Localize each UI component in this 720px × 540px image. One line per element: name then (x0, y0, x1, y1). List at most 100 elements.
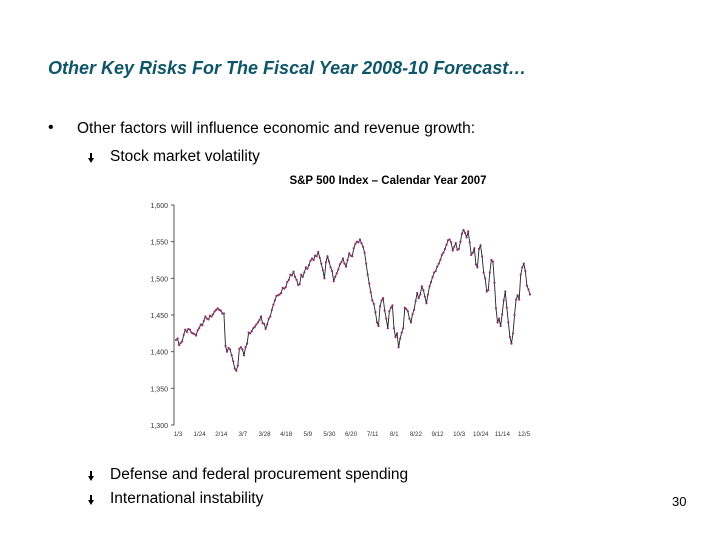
slide-title: Other Key Risks For The Fiscal Year 2008… (48, 58, 527, 78)
data-point (510, 342, 513, 345)
data-point (454, 242, 457, 245)
data-point (307, 264, 311, 267)
data-point (287, 278, 290, 281)
data-point (463, 231, 467, 234)
data-point (351, 255, 354, 258)
data-point (450, 241, 453, 244)
data-point (471, 251, 474, 254)
data-point (386, 327, 389, 330)
data-point (252, 327, 255, 330)
data-point (459, 240, 462, 243)
data-point (242, 354, 246, 357)
data-point (230, 354, 233, 357)
data-point (338, 263, 341, 266)
data-point (423, 295, 426, 298)
sp500-line-chart: 1,600 1,550 1,500 1,450 1,400 1,350 1,300 1/3 1/… (150, 203, 532, 438)
data-point (372, 302, 375, 306)
data-point (485, 290, 488, 293)
data-point (426, 293, 430, 296)
x-tick-label: 5/9 (303, 431, 312, 438)
data-point (343, 262, 346, 265)
data-point (176, 337, 179, 340)
data-point (326, 255, 329, 258)
data-point (392, 327, 396, 330)
data-point (293, 275, 297, 278)
data-point (335, 272, 338, 275)
data-point (474, 263, 477, 266)
y-tick-label: 1,350 (150, 386, 168, 393)
data-point (196, 329, 199, 332)
data-point (527, 288, 530, 291)
data-point (315, 255, 318, 258)
data-point (380, 299, 383, 302)
data-point (467, 230, 470, 233)
data-point (195, 334, 198, 337)
data-point (352, 247, 355, 250)
x-tick-label: 7/11 (367, 431, 379, 438)
data-point (397, 346, 400, 349)
data-point (331, 269, 334, 273)
data-point (241, 348, 244, 351)
data-point (395, 332, 399, 335)
data-point (259, 315, 263, 318)
data-point (263, 322, 266, 325)
x-tick-label: 3/7 (239, 431, 248, 438)
chart-title: S&P 500 Index – Calendar Year 2007 (289, 175, 487, 187)
data-point (382, 297, 385, 300)
data-point (493, 281, 496, 284)
data-point (267, 317, 270, 320)
data-point (414, 299, 417, 303)
x-tick-label: 2/14 (215, 431, 228, 438)
data-point (428, 285, 431, 288)
data-point (443, 247, 447, 251)
data-point (369, 291, 372, 294)
data-point (236, 364, 239, 367)
y-tick-label: 1,600 (150, 203, 168, 210)
data-point (375, 321, 379, 324)
data-point (411, 313, 414, 316)
x-tick-label: 11/14 (495, 431, 511, 438)
data-point (321, 269, 324, 272)
data-point (518, 298, 521, 301)
data-point (298, 283, 301, 286)
data-point (405, 308, 408, 311)
data-point (227, 346, 230, 350)
data-point (457, 247, 460, 251)
data-point (270, 308, 273, 311)
x-tick-label: 12/5 (518, 431, 531, 438)
data-point (202, 319, 205, 322)
data-point (482, 271, 485, 274)
data-point (363, 251, 366, 254)
data-point (494, 307, 498, 310)
data-point (488, 271, 491, 274)
data-point (334, 275, 337, 278)
data-point (391, 304, 394, 307)
data-point (502, 299, 505, 302)
data-point (284, 286, 287, 289)
data-point (357, 241, 360, 244)
data-point (528, 293, 532, 296)
data-point (445, 243, 448, 246)
data-point (229, 348, 232, 351)
data-point (222, 312, 226, 315)
x-tick-label: 9/12 (431, 431, 444, 438)
data-point (505, 306, 508, 309)
data-point (431, 275, 434, 278)
data-point (283, 287, 286, 290)
data-point (499, 324, 502, 328)
data-point (521, 266, 524, 269)
data-point (323, 277, 326, 280)
data-point (184, 328, 187, 331)
data-point (329, 266, 332, 269)
data-point (385, 317, 388, 320)
bullet-dot: • (48, 119, 54, 136)
data-point (511, 332, 515, 335)
data-point (212, 313, 215, 316)
data-point (213, 310, 216, 313)
data-point (256, 321, 260, 324)
data-point (273, 299, 277, 302)
data-point (219, 309, 222, 312)
data-point (250, 330, 253, 333)
data-point (524, 269, 527, 273)
data-point (433, 271, 436, 274)
